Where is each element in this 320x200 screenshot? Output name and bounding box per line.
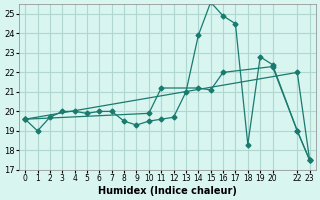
X-axis label: Humidex (Indice chaleur): Humidex (Indice chaleur) bbox=[98, 186, 237, 196]
